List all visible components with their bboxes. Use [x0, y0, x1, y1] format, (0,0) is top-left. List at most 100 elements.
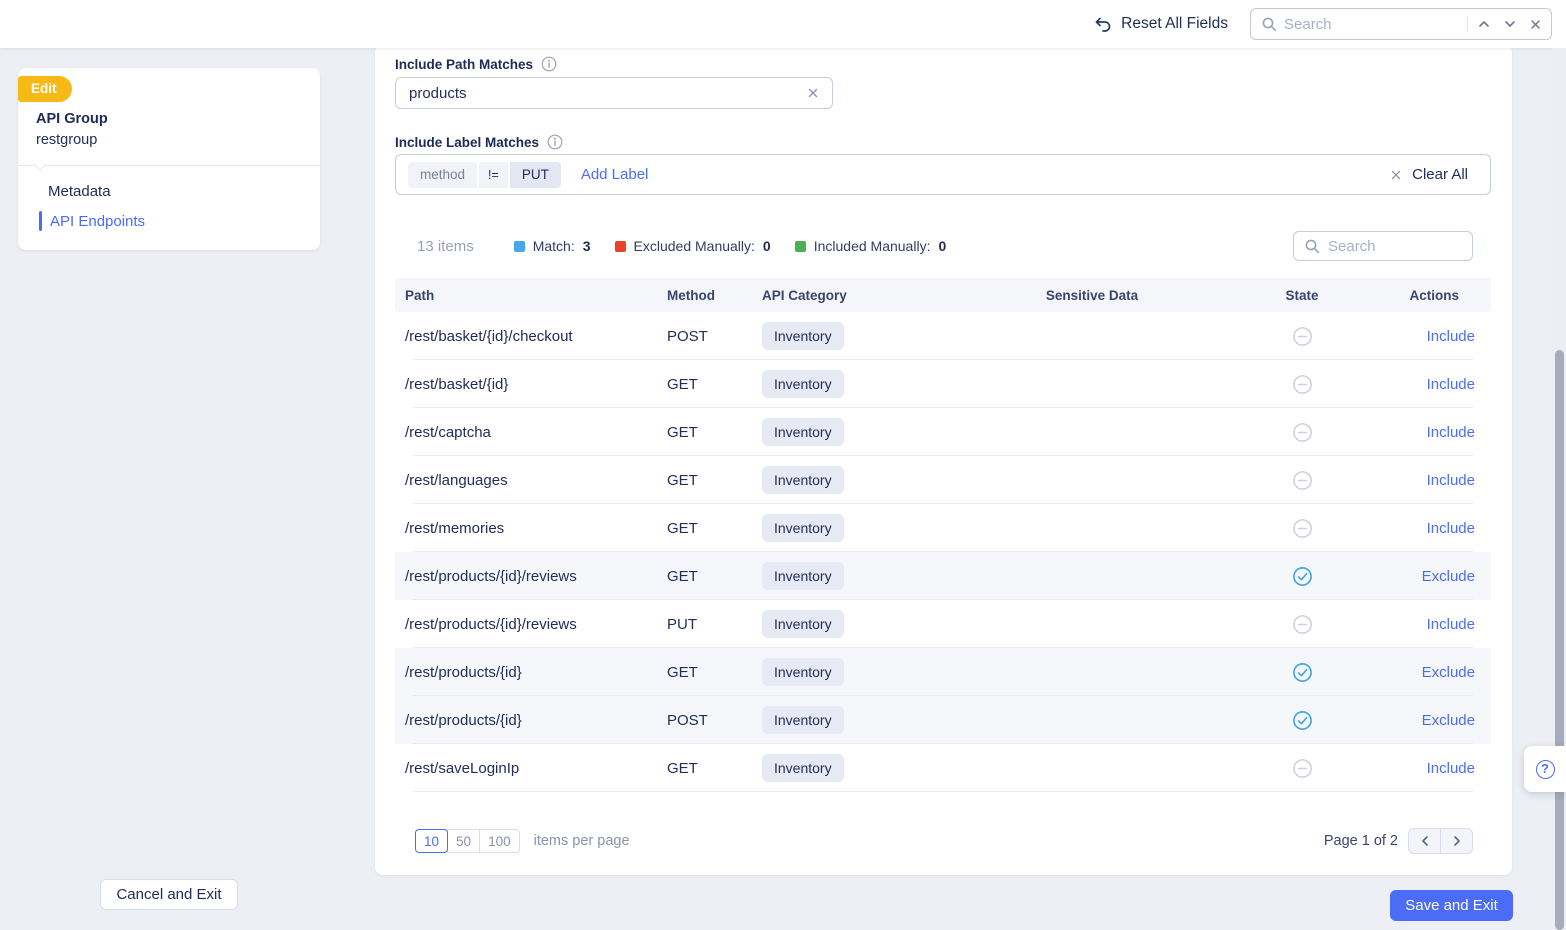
minus-circle-icon: [1292, 470, 1312, 490]
table-row: /rest/basket/{id}/checkout POST Inventor…: [395, 312, 1491, 360]
endpoint-method: GET: [667, 567, 698, 585]
minus-circle-icon: [1292, 374, 1312, 394]
row-action-link[interactable]: Include: [1426, 327, 1475, 345]
page-size-button[interactable]: 50: [447, 829, 481, 853]
endpoint-state: [1232, 662, 1362, 683]
column-header-method: Method: [667, 287, 715, 303]
reset-all-fields-label: Reset All Fields: [1121, 15, 1228, 32]
next-page-button[interactable]: [1440, 828, 1473, 854]
endpoint-category: Inventory: [752, 370, 942, 398]
include-label-matches-field: method != PUT Add Label Clear All: [395, 154, 1491, 195]
table-row: /rest/products/{id} GET Inventory Exclud…: [395, 648, 1491, 696]
table-row: /rest/products/{id}/reviews GET Inventor…: [395, 552, 1491, 600]
row-action-link[interactable]: Include: [1426, 519, 1475, 537]
check-circle-icon: [1292, 710, 1312, 730]
search-close-button[interactable]: [1526, 15, 1545, 34]
legend-label: Included Manually:: [813, 238, 931, 254]
check-circle-icon: [1292, 566, 1312, 586]
endpoint-path: /rest/saveLoginIp: [405, 759, 520, 777]
include-path-matches-label: Include Path Matches: [395, 56, 557, 72]
row-action-link[interactable]: Exclude: [1421, 663, 1475, 681]
minus-circle-icon: [1292, 326, 1312, 346]
column-header-state: State: [1285, 287, 1319, 303]
sidebar-item-metadata[interactable]: Metadata: [48, 182, 111, 200]
include-label-matches-label: Include Label Matches: [395, 134, 563, 150]
page-status: Page 1 of 2: [1323, 833, 1398, 849]
table-row: /rest/captcha GET Inventory Include: [395, 408, 1491, 456]
minus-circle-icon: [1292, 518, 1312, 538]
row-action-link[interactable]: Include: [1426, 759, 1475, 777]
row-action-link[interactable]: Exclude: [1421, 567, 1475, 585]
column-header-actions: Actions: [1409, 287, 1459, 303]
endpoint-state: [1232, 518, 1362, 539]
include-path-matches-field: [395, 77, 833, 109]
endpoint-method: GET: [667, 759, 698, 777]
match-swatch: [513, 240, 525, 252]
table-body: /rest/basket/{id}/checkout POST Inventor…: [395, 312, 1491, 792]
legend-excluded-manually: Excluded Manually: 0: [614, 238, 771, 254]
endpoint-category: Inventory: [752, 418, 942, 446]
search-next-button[interactable]: [1500, 14, 1520, 34]
topbar: Reset All Fields: [0, 0, 1566, 48]
endpoint-path: /rest/products/{id}: [405, 711, 522, 729]
search-icon: [1262, 17, 1277, 31]
category-chip: Inventory: [762, 514, 844, 542]
row-action-link[interactable]: Include: [1426, 423, 1475, 441]
topbar-search-input[interactable]: [1284, 15, 1461, 33]
label-chip[interactable]: method != PUT: [408, 161, 561, 188]
row-action-link[interactable]: Include: [1426, 471, 1475, 489]
page-size-button[interactable]: 10: [415, 829, 449, 853]
row-action-link[interactable]: Exclude: [1421, 711, 1475, 729]
scrollbar-thumb[interactable]: [1555, 350, 1564, 930]
info-icon[interactable]: [547, 134, 563, 150]
reset-icon: [1095, 17, 1111, 32]
endpoint-state: [1232, 566, 1362, 587]
add-label-button[interactable]: Add Label: [580, 166, 649, 183]
legend-value: 3: [582, 238, 591, 254]
endpoint-category: Inventory: [752, 466, 942, 494]
row-action-link[interactable]: Include: [1426, 615, 1475, 633]
sidebar-item-api-endpoints[interactable]: API Endpoints: [18, 206, 320, 236]
category-chip: Inventory: [762, 370, 844, 398]
chevron-up-icon: [1479, 21, 1489, 27]
included-swatch: [794, 240, 806, 252]
field-label-text: Include Path Matches: [395, 56, 534, 72]
table-search-input[interactable]: [1328, 237, 1462, 255]
label-chip-value: PUT: [509, 161, 561, 188]
label-chip-operator: !=: [479, 161, 508, 188]
endpoint-method: POST: [667, 711, 708, 729]
save-and-exit-button[interactable]: Save and Exit: [1390, 890, 1513, 921]
cancel-and-exit-button[interactable]: Cancel and Exit: [100, 879, 238, 910]
endpoint-category: Inventory: [752, 610, 942, 638]
legend-value: 0: [938, 238, 947, 254]
category-chip: Inventory: [762, 706, 844, 734]
chevron-left-icon: [1421, 836, 1428, 846]
include-path-matches-input[interactable]: [409, 84, 804, 102]
clear-path-match-button[interactable]: [804, 84, 822, 102]
endpoint-method: GET: [667, 375, 698, 393]
search-prev-button[interactable]: [1474, 14, 1494, 34]
legend-value: 0: [762, 238, 771, 254]
api-group-label: API Group: [36, 111, 108, 127]
help-button[interactable]: ?: [1524, 746, 1566, 792]
clear-all-button[interactable]: Clear All: [1389, 166, 1468, 183]
endpoint-category: Inventory: [752, 754, 942, 782]
endpoint-method: GET: [667, 519, 698, 537]
legend-included-manually: Included Manually: 0: [794, 238, 947, 254]
endpoint-category: Inventory: [752, 706, 942, 734]
endpoint-state: [1232, 710, 1362, 731]
sidebar-panel: Edit API Group restgroup Metadata API En…: [18, 68, 320, 250]
row-action-link[interactable]: Include: [1426, 375, 1475, 393]
info-icon[interactable]: [541, 56, 557, 72]
page-size-button[interactable]: 100: [479, 829, 520, 853]
endpoint-category: Inventory: [752, 658, 942, 686]
main-panel: Include Path Matches Include Label Match…: [375, 44, 1512, 875]
legend-match: Match: 3: [513, 238, 591, 254]
category-chip: Inventory: [762, 754, 844, 782]
category-chip: Inventory: [762, 418, 844, 446]
endpoint-path: /rest/languages: [405, 471, 508, 489]
reset-all-fields-button[interactable]: Reset All Fields: [1093, 15, 1228, 34]
previous-page-button[interactable]: [1408, 828, 1441, 854]
endpoint-method: GET: [667, 471, 698, 489]
column-header-path: Path: [405, 287, 435, 303]
